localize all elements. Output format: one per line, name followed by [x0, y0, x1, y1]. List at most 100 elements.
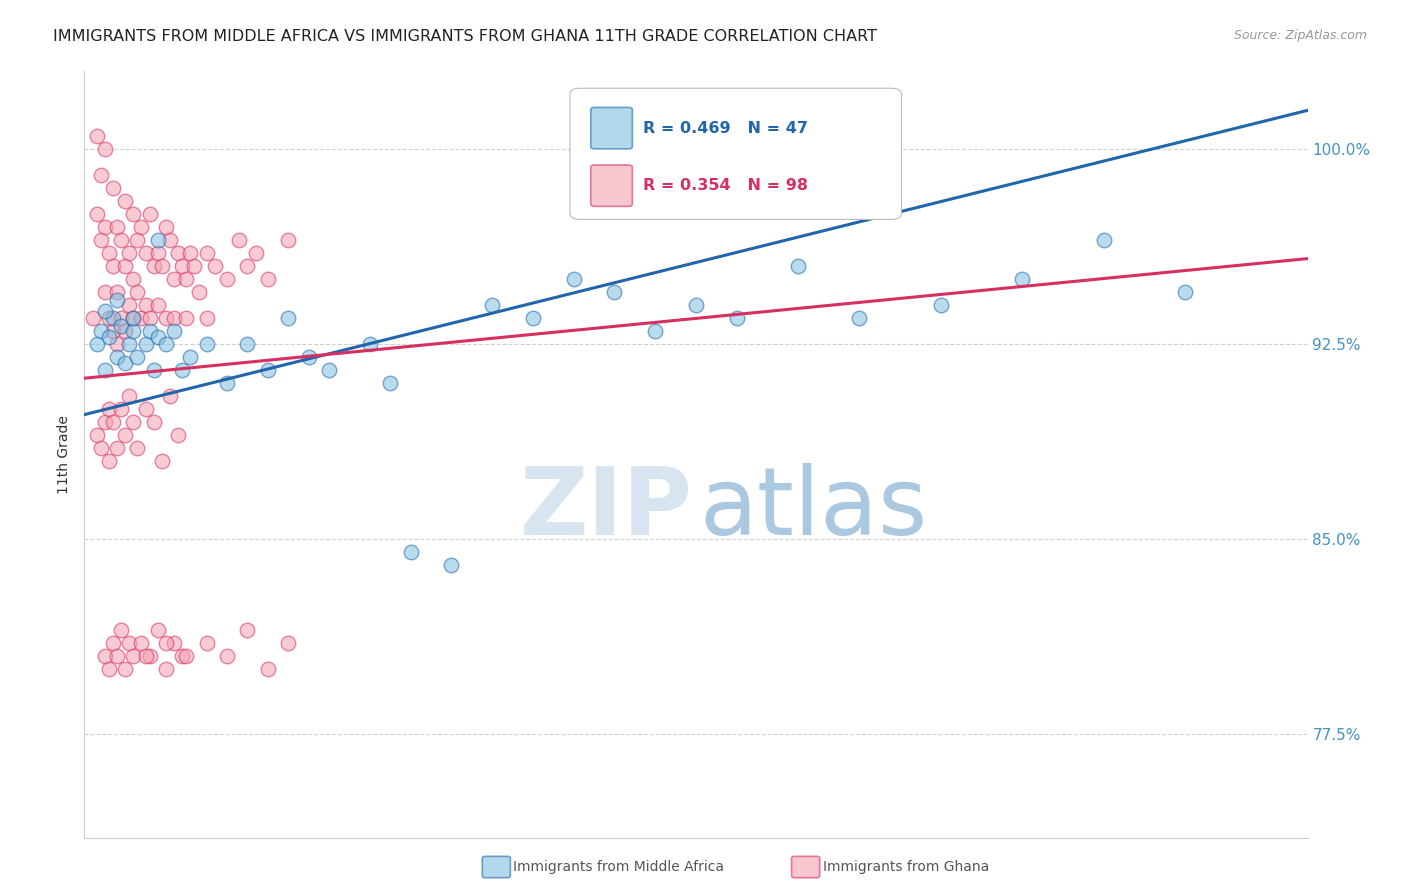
- Point: [163, 636, 186, 650]
- Point: [101, 416, 124, 430]
- Point: [172, 363, 194, 377]
- Point: [86, 207, 108, 221]
- Point: [101, 311, 124, 326]
- Point: [725, 311, 748, 326]
- Point: [105, 649, 128, 664]
- Point: [127, 442, 149, 456]
- Point: [135, 649, 157, 664]
- Point: [298, 351, 321, 365]
- Point: [277, 636, 299, 650]
- Point: [146, 329, 169, 343]
- Point: [257, 272, 280, 286]
- Point: [195, 246, 218, 260]
- Point: [195, 337, 218, 351]
- Point: [101, 325, 124, 339]
- Point: [114, 663, 136, 677]
- Point: [110, 624, 132, 638]
- Point: [138, 311, 160, 326]
- Point: [122, 649, 145, 664]
- FancyBboxPatch shape: [591, 165, 633, 206]
- Point: [122, 416, 145, 430]
- Point: [118, 636, 141, 650]
- Point: [204, 260, 226, 274]
- Point: [172, 649, 194, 664]
- Point: [122, 325, 145, 339]
- Point: [86, 129, 108, 144]
- Point: [114, 428, 136, 442]
- Point: [163, 272, 186, 286]
- Point: [277, 233, 299, 247]
- Point: [82, 311, 104, 326]
- Point: [127, 351, 149, 365]
- Point: [155, 311, 177, 326]
- Text: Immigrants from Ghana: Immigrants from Ghana: [823, 860, 988, 874]
- Point: [183, 260, 205, 274]
- FancyBboxPatch shape: [591, 107, 633, 149]
- Point: [105, 293, 128, 308]
- Point: [93, 220, 115, 235]
- Point: [93, 303, 115, 318]
- Point: [167, 246, 190, 260]
- Text: IMMIGRANTS FROM MIDDLE AFRICA VS IMMIGRANTS FROM GHANA 11TH GRADE CORRELATION CH: IMMIGRANTS FROM MIDDLE AFRICA VS IMMIGRA…: [53, 29, 877, 44]
- Point: [1174, 285, 1197, 300]
- Point: [142, 260, 165, 274]
- Point: [481, 298, 503, 312]
- Point: [122, 272, 145, 286]
- Point: [118, 298, 141, 312]
- Point: [90, 442, 112, 456]
- Point: [380, 376, 402, 391]
- Point: [131, 220, 153, 235]
- Point: [150, 260, 173, 274]
- Point: [848, 311, 870, 326]
- Point: [787, 260, 810, 274]
- Point: [114, 356, 136, 370]
- Point: [118, 246, 141, 260]
- Point: [167, 428, 190, 442]
- Point: [685, 298, 707, 312]
- Point: [179, 246, 201, 260]
- Text: ZIP: ZIP: [519, 463, 692, 555]
- Point: [93, 363, 115, 377]
- Point: [155, 663, 177, 677]
- Point: [172, 260, 194, 274]
- Point: [122, 311, 145, 326]
- Point: [110, 319, 132, 334]
- Point: [110, 311, 132, 326]
- Text: Source: ZipAtlas.com: Source: ZipAtlas.com: [1233, 29, 1367, 42]
- Text: R = 0.354   N = 98: R = 0.354 N = 98: [644, 178, 808, 194]
- Point: [440, 558, 463, 573]
- Point: [114, 194, 136, 209]
- Point: [236, 337, 259, 351]
- Point: [118, 337, 141, 351]
- Point: [138, 325, 160, 339]
- Point: [90, 169, 112, 183]
- Point: [142, 416, 165, 430]
- Point: [105, 220, 128, 235]
- Point: [135, 337, 157, 351]
- Point: [86, 337, 108, 351]
- Point: [159, 233, 181, 247]
- Point: [105, 442, 128, 456]
- Point: [127, 285, 149, 300]
- Point: [90, 233, 112, 247]
- Point: [277, 311, 299, 326]
- Point: [359, 337, 381, 351]
- Point: [93, 416, 115, 430]
- Point: [155, 337, 177, 351]
- Point: [122, 311, 145, 326]
- Point: [174, 272, 197, 286]
- Point: [127, 233, 149, 247]
- Point: [131, 311, 153, 326]
- Point: [155, 636, 177, 650]
- Point: [93, 285, 115, 300]
- Point: [114, 325, 136, 339]
- FancyBboxPatch shape: [569, 88, 901, 219]
- Point: [97, 402, 120, 417]
- Point: [97, 246, 120, 260]
- Point: [97, 663, 120, 677]
- Point: [603, 285, 626, 300]
- Point: [146, 246, 169, 260]
- Point: [399, 545, 422, 559]
- Point: [257, 663, 280, 677]
- Point: [257, 363, 280, 377]
